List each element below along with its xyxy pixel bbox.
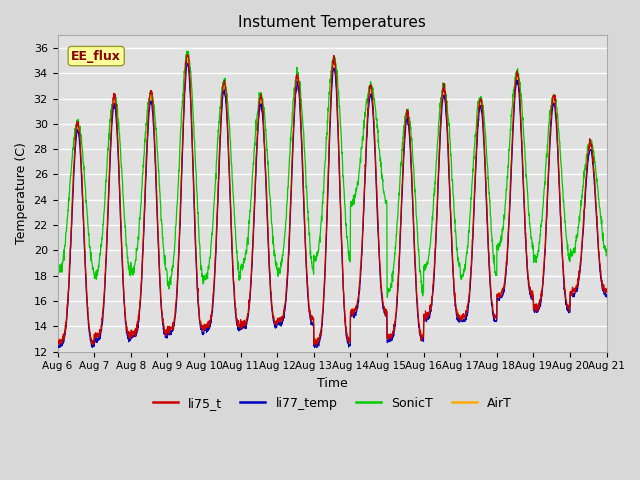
Y-axis label: Temperature (C): Temperature (C) [15,143,28,244]
Title: Instument Temperatures: Instument Temperatures [238,15,426,30]
X-axis label: Time: Time [317,377,348,390]
Legend: li75_t, li77_temp, SonicT, AirT: li75_t, li77_temp, SonicT, AirT [148,392,516,415]
Text: EE_flux: EE_flux [71,49,121,62]
